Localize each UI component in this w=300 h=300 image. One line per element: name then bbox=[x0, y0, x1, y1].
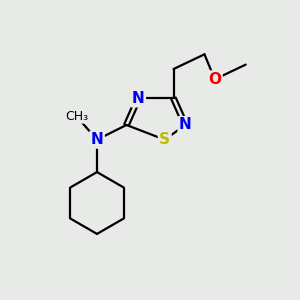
Text: CH₃: CH₃ bbox=[65, 110, 88, 123]
Text: N: N bbox=[132, 91, 145, 106]
Text: S: S bbox=[159, 132, 170, 147]
Text: N: N bbox=[91, 132, 103, 147]
Text: O: O bbox=[208, 72, 221, 87]
Text: N: N bbox=[179, 118, 192, 133]
